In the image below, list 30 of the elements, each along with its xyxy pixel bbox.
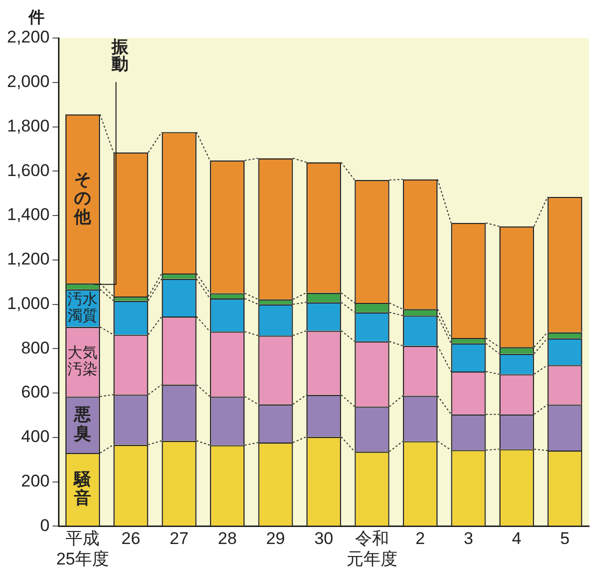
x-tick-label: 平成25年度 xyxy=(56,529,110,568)
series-label: 悪臭 xyxy=(73,405,92,443)
y-tick-label: 800 xyxy=(21,338,50,358)
x-tick-label: 令和元年度 xyxy=(346,529,398,568)
y-tick-label: 400 xyxy=(21,427,50,446)
x-tick-label: 2 xyxy=(415,529,425,548)
y-tick-label: 1,600 xyxy=(6,160,50,180)
series-label: 大気汚染 xyxy=(68,344,98,378)
x-tick-label: 26 xyxy=(121,529,140,548)
series-label: 汚水濁質 xyxy=(68,291,98,325)
x-tick-label: 5 xyxy=(560,529,570,548)
series-label: その他 xyxy=(73,170,92,226)
y-tick-label: 1,400 xyxy=(6,205,50,224)
y-tick-label: 600 xyxy=(21,382,50,402)
x-tick-label: 27 xyxy=(170,529,189,548)
y-axis-title: 件 xyxy=(28,8,45,26)
y-tick-label: 1,000 xyxy=(6,294,50,313)
series-label: 騒音 xyxy=(73,470,92,508)
text: 振動 xyxy=(110,38,130,74)
x-tick-label: 4 xyxy=(512,529,522,548)
y-tick-label: 2,000 xyxy=(6,72,50,92)
x-tick-label: 28 xyxy=(218,529,237,548)
y-tick-label: 200 xyxy=(21,472,50,491)
y-tick-label: 1,800 xyxy=(6,116,50,136)
x-tick-label: 30 xyxy=(314,529,334,548)
x-tick-label: 29 xyxy=(266,529,286,548)
x-tick-label: 3 xyxy=(464,529,474,548)
y-tick-label: 0 xyxy=(40,516,50,535)
y-tick-label: 1,200 xyxy=(6,250,50,269)
y-tick-label: 2,200 xyxy=(6,28,50,47)
